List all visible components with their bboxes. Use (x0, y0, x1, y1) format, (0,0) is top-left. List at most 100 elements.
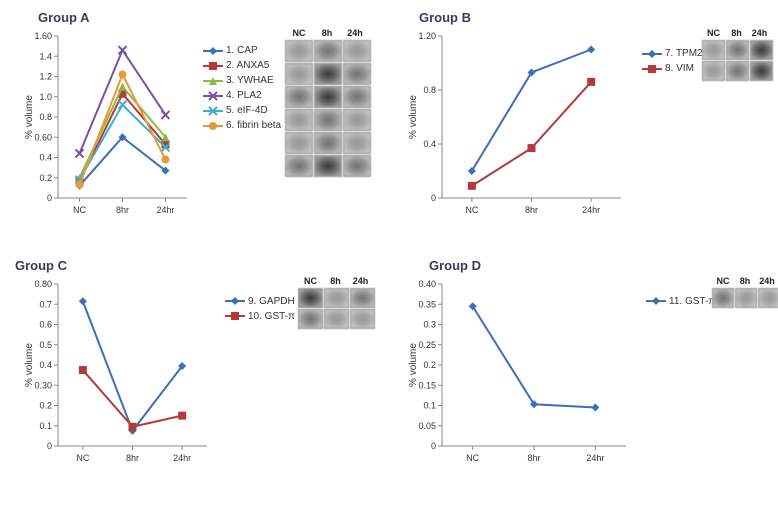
blot-header-row: NC8h24h (285, 28, 369, 38)
legend-marker (203, 61, 223, 71)
svg-text:0.7: 0.7 (39, 299, 52, 309)
blot-image (343, 132, 371, 154)
blot-image (750, 40, 773, 60)
blot-header: NC (702, 28, 725, 38)
blot-header: 8h (313, 28, 341, 38)
svg-text:8hr: 8hr (116, 205, 129, 215)
legend-label: 2. ANXA5 (226, 60, 269, 71)
blot-image (324, 288, 349, 308)
svg-text:0.40: 0.40 (418, 279, 436, 289)
svg-text:0.6: 0.6 (39, 319, 52, 329)
legend-marker (642, 64, 662, 74)
legend-label: 3. YWHAE (226, 75, 274, 86)
svg-text:NC: NC (76, 453, 89, 463)
blot-image (343, 40, 371, 62)
blot-image (702, 61, 725, 81)
svg-text:24hr: 24hr (586, 453, 604, 463)
panel-title: Group C (15, 258, 67, 273)
legend-marker (203, 121, 223, 131)
svg-text:0.60: 0.60 (34, 132, 52, 142)
legend-item: 6. fibrin beta (203, 120, 281, 131)
blot-image (314, 63, 342, 85)
svg-text:1.20: 1.20 (418, 31, 436, 41)
legend-marker (225, 311, 245, 321)
svg-text:24hr: 24hr (582, 205, 600, 215)
blot-image (314, 132, 342, 154)
svg-text:% volume: % volume (24, 342, 35, 386)
blot-header: NC (298, 276, 323, 286)
svg-text:0.1: 0.1 (39, 420, 52, 430)
panel-group-b: Group B00.40.81.20NC8hr24hr% volume 7. T… (394, 10, 768, 248)
blot-header-row: NC8h24h (298, 276, 373, 286)
blot-header: NC (285, 28, 313, 38)
legend-marker (646, 296, 666, 306)
legend-item: 5. eIF-4D (203, 105, 281, 116)
line-chart: 00.10.20.300.40.50.60.70.80NC8hr24hr% vo… (20, 276, 215, 471)
svg-text:0.2: 0.2 (39, 173, 52, 183)
legend-item: 7. TPM2 (642, 48, 703, 59)
blot-image (726, 40, 749, 60)
chart-area: 00.050.10.150.20.250.30.350.40NC8hr24hr%… (404, 276, 634, 471)
blot-image (726, 61, 749, 81)
legend-label: 7. TPM2 (665, 48, 703, 59)
panel-group-c: Group C00.10.20.300.40.50.60.70.80NC8hr2… (10, 258, 384, 496)
legend-item: 2. ANXA5 (203, 60, 281, 71)
blot-image (298, 309, 323, 329)
legend-marker (642, 49, 662, 59)
chart-area: 00.20.40.600.81.01.21.41.60NC8hr24hr% vo… (20, 28, 195, 223)
svg-text:0.2: 0.2 (39, 400, 52, 410)
svg-text:NC: NC (73, 205, 86, 215)
blot-image (343, 109, 371, 131)
blot-image (314, 109, 342, 131)
blot-header: 8h (734, 276, 756, 286)
legend-item: 1. CAP (203, 45, 281, 56)
svg-text:0.4: 0.4 (39, 360, 52, 370)
svg-text:8hr: 8hr (126, 453, 139, 463)
legend-label: 1. CAP (226, 45, 258, 56)
legend-marker (203, 106, 223, 116)
legend: 9. GAPDH 10. GST-π (225, 296, 295, 326)
legend-marker (203, 76, 223, 86)
blot-header: 24h (341, 28, 369, 38)
legend-label: 8. VIM (665, 63, 694, 74)
svg-text:0.8: 0.8 (39, 112, 52, 122)
blot-header-row: NC8h24h (702, 28, 771, 38)
svg-text:0: 0 (47, 441, 52, 451)
blot-header: 8h (725, 28, 748, 38)
svg-text:0: 0 (47, 193, 52, 203)
svg-text:24hr: 24hr (156, 205, 174, 215)
blot-header-row: NC8h24h (712, 276, 778, 286)
blot-image (750, 61, 773, 81)
line-chart: 00.20.40.600.81.01.21.41.60NC8hr24hr% vo… (20, 28, 195, 223)
svg-text:% volume: % volume (24, 95, 35, 139)
legend: 7. TPM2 8. VIM (642, 48, 703, 78)
legend-label: 6. fibrin beta (226, 120, 281, 131)
svg-text:0: 0 (431, 441, 436, 451)
blot-image (735, 288, 757, 308)
blot-image (343, 155, 371, 177)
blot-image (324, 309, 349, 329)
blot-header: 8h (323, 276, 348, 286)
blot-image (314, 155, 342, 177)
blot-image (712, 288, 734, 308)
svg-text:0.05: 0.05 (418, 420, 436, 430)
svg-text:1.0: 1.0 (39, 92, 52, 102)
legend: 11. GST-π (646, 296, 715, 311)
blot-header: NC (712, 276, 734, 286)
legend-label: 4. PLA2 (226, 90, 262, 101)
svg-text:8hr: 8hr (525, 205, 538, 215)
legend-marker (203, 91, 223, 101)
blot-image (285, 40, 313, 62)
svg-text:0.15: 0.15 (418, 380, 436, 390)
svg-text:0.30: 0.30 (34, 380, 52, 390)
blot-grid (712, 288, 778, 308)
blot-image (343, 63, 371, 85)
svg-text:0.80: 0.80 (34, 279, 52, 289)
blot-image (350, 288, 375, 308)
panel-group-a: Group A00.20.40.600.81.01.21.41.60NC8hr2… (10, 10, 384, 248)
svg-text:8hr: 8hr (527, 453, 540, 463)
svg-text:0.8: 0.8 (423, 85, 436, 95)
chart-area: 00.10.20.300.40.50.60.70.80NC8hr24hr% vo… (20, 276, 215, 471)
blot-header: 24h (348, 276, 373, 286)
legend-item: 10. GST-π (225, 311, 295, 322)
